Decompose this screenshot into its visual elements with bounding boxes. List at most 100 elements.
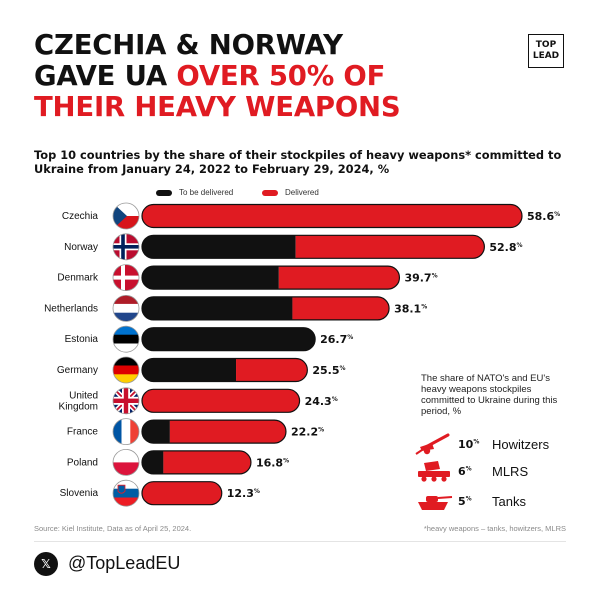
data-label-unit: %: [318, 427, 324, 434]
data-label-unit: %: [517, 242, 523, 249]
flag-stripe: [113, 365, 139, 375]
bar-row: Norway 52.8%: [64, 233, 523, 261]
france-flag: [113, 418, 139, 445]
data-label-unit: %: [339, 365, 345, 372]
czechia-flag: [113, 203, 139, 229]
czechia-flag-wrapper: [113, 203, 139, 229]
flag-stripe: [113, 449, 139, 463]
bar-stack: [142, 266, 400, 290]
data-label-unit: %: [283, 457, 289, 464]
category-label: Kingdom: [59, 401, 98, 412]
bar-outline: [141, 265, 401, 290]
denmark-flag: [113, 264, 139, 291]
category-label: Norway: [64, 242, 98, 253]
bar-segment-delivered: [295, 235, 485, 259]
bar-row: Denmark 39.7%: [57, 264, 438, 291]
flag-stripe: [113, 418, 122, 445]
bar-outline: [141, 296, 390, 321]
flag-ring: [112, 202, 140, 230]
legend-item-delivered: Delivered: [262, 188, 319, 197]
flag-stripe: [113, 326, 139, 336]
stat-howitzers: 10% Howitzers: [414, 433, 549, 455]
flag-ring: [112, 356, 140, 384]
bar-segment-delivered: [142, 204, 522, 228]
france-flag-wrapper: [113, 418, 139, 445]
bar-segment-to-be-delivered: [142, 296, 293, 320]
category-label: Estonia: [65, 334, 99, 345]
estonia-flag-wrapper: [113, 326, 139, 353]
flag-ring: [112, 448, 140, 476]
toplead-logo: TOP LEAD: [528, 34, 564, 68]
bar-outline: [141, 481, 223, 506]
flag-stripe: [113, 312, 139, 322]
flag-stripe: [113, 480, 139, 490]
legend-item-to-be-delivered: To be delivered: [156, 188, 233, 197]
data-label: 38.1%: [394, 302, 427, 315]
flag-cross: [113, 275, 139, 280]
bar-outline: [141, 388, 301, 413]
norway-flag-wrapper: [113, 233, 139, 260]
bar-stack: [142, 450, 251, 474]
flag-cross: [113, 245, 139, 249]
stat-mlrs: 6% MLRS: [414, 460, 528, 482]
headline-line-2: GAVE UA OVER 50% OF: [34, 61, 504, 92]
headline-line-2-red: OVER 50% OF: [176, 60, 386, 92]
headline-line-3: THEIR HEAVY WEAPONS: [34, 91, 401, 123]
headline: CZECHIA & NORWAY GAVE UA OVER 50% OF THE…: [34, 30, 504, 123]
bar-segment-to-be-delivered: [142, 235, 296, 259]
data-label: 52.8%: [489, 241, 522, 254]
germany-flag-wrapper: [113, 357, 139, 383]
data-label-unit: %: [347, 334, 353, 341]
mlrs-icon: [418, 461, 450, 482]
category-label: Czechia: [62, 211, 99, 222]
bar-segment-to-be-delivered: [142, 327, 316, 351]
footer-divider: [34, 541, 566, 542]
flag-stripe: [113, 334, 139, 344]
logo-bottom-text: LEAD: [532, 51, 560, 61]
bar-segment-to-be-delivered: [142, 266, 279, 290]
bar-segment-delivered: [236, 358, 308, 382]
bar-segment-delivered: [278, 266, 400, 290]
flag-stripe: [121, 418, 131, 445]
data-label-unit: %: [421, 303, 427, 310]
bar-outline: [141, 327, 316, 352]
bar-row: Poland 16.8%: [67, 448, 289, 476]
data-label: 16.8%: [256, 456, 289, 469]
bar-stack: [142, 296, 390, 320]
data-label-unit: %: [254, 488, 260, 495]
data-label: 26.7%: [320, 333, 353, 346]
slovenia-flag: [113, 480, 139, 507]
bar-outline: [141, 450, 252, 475]
bar-stack: [142, 420, 286, 444]
bar-stack: [142, 235, 485, 259]
bar-chart: Czechia 58.6% Norway 52.8% Denmark 39.7% Nethe…: [44, 202, 560, 507]
data-label: 12.3%: [227, 487, 260, 500]
x-logo-icon[interactable]: 𝕏: [34, 552, 58, 576]
stat-tanks-label: Tanks: [492, 493, 526, 509]
flag-stripe: [113, 343, 139, 353]
category-label: France: [67, 427, 99, 438]
bar-segment-to-be-delivered: [142, 450, 164, 474]
germany-flag: [113, 357, 139, 383]
bar-outline: [141, 234, 485, 259]
data-label-unit: %: [332, 396, 338, 403]
bar-stack: [142, 358, 308, 382]
source-note: Source: Kiel Institute, Data as of April…: [34, 524, 192, 533]
data-label: 22.2%: [291, 426, 324, 439]
category-label: Germany: [57, 365, 98, 376]
slovenia-flag-wrapper: [113, 480, 139, 507]
chart-subtitle: Top 10 countries by the share of their s…: [34, 148, 562, 176]
poland-flag: [113, 449, 139, 476]
social-handle-link[interactable]: @TopLeadEU: [68, 553, 181, 573]
category-label: Poland: [67, 457, 98, 468]
legend-swatch-to-be-delivered: [156, 189, 172, 196]
bar-row: Estonia 26.7%: [65, 325, 353, 353]
data-label-unit: %: [432, 273, 438, 280]
bar-segment-to-be-delivered: [142, 358, 237, 382]
flag-cross: [121, 233, 125, 260]
flag-ring: [112, 418, 140, 446]
heavy-weapons-footnote: *heavy weapons – tanks, howitzers, MLRS: [423, 524, 566, 533]
bar-segment-delivered: [292, 296, 390, 320]
united-kingdom-flag-wrapper: [113, 387, 139, 414]
bar-segment-delivered: [142, 389, 300, 413]
